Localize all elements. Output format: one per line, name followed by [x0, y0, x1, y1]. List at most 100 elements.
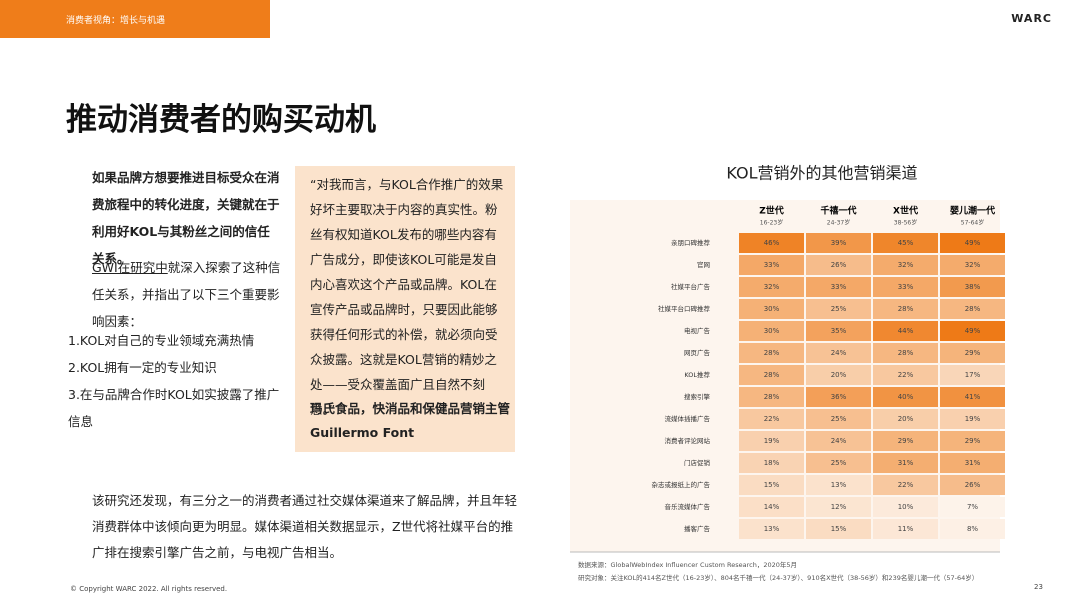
heat-cell: [806, 475, 871, 495]
cell-label: 26%: [831, 261, 847, 269]
heat-cell: [806, 343, 871, 363]
cell-label: 24%: [831, 437, 847, 445]
column-header: 婴儿潮一代: [950, 205, 995, 217]
heat-cell: [873, 475, 938, 495]
cell-label: 39%: [831, 239, 847, 247]
cell-label: 41%: [965, 393, 981, 401]
cell-label: 33%: [898, 283, 914, 291]
paragraph: 该研究还发现，有三分之一的消费者通过社交媒体渠道来了解品牌，并且年轻消费群体中该…: [92, 493, 518, 560]
intro: 如果品牌方想要推进目标受众在消费旅程中的转化进度，关键就在于利用好KOL与其粉丝…: [92, 170, 280, 266]
heat-cell: [940, 233, 1005, 253]
column-subheader: 24-37岁: [827, 219, 850, 227]
brand: WARC: [1011, 12, 1052, 25]
cell-label: 35%: [831, 327, 847, 335]
cell-label: 45%: [898, 239, 914, 247]
row-label: 网页广告: [684, 348, 711, 357]
heat-cell: [873, 409, 938, 429]
heat-cell: [873, 255, 938, 275]
heat-cell: [806, 519, 871, 539]
heat-cell: [873, 277, 938, 297]
heat-cell: [806, 497, 871, 517]
chart: KOL营销外的其他营销渠道 Z世代 16-23岁 千禧一代 24-37岁 X世代 38-5…: [570, 164, 1005, 582]
column-header: 千禧一代: [820, 205, 856, 217]
page-title: 推动消费者的购买动机: [66, 102, 376, 138]
column-header: Z世代: [759, 205, 784, 217]
top-bar: [0, 0, 270, 38]
quote-person: Guillermo Font: [310, 425, 415, 440]
cell-label: 7%: [967, 503, 978, 511]
heat-cell: [806, 387, 871, 407]
cell-label: 17%: [965, 371, 981, 379]
heat-cell: [806, 321, 871, 341]
cell-label: 26%: [965, 481, 981, 489]
heat-cell: [739, 387, 804, 407]
column-header: X世代: [893, 205, 918, 217]
cell-label: 49%: [965, 327, 981, 335]
heat-cell: [940, 343, 1005, 363]
heat-cell: [806, 431, 871, 451]
heat-cell: [806, 233, 871, 253]
heat-cell: [940, 255, 1005, 275]
link[interactable]: GWI在研究中: [92, 260, 168, 275]
cell-label: 8%: [967, 525, 978, 533]
heat-cell: [739, 321, 804, 341]
row-label: 搜索引擎: [684, 392, 711, 401]
cell-label: 14%: [764, 503, 780, 511]
cell-label: 38%: [965, 283, 981, 291]
heat-cell: [873, 365, 938, 385]
heat-cell: [739, 497, 804, 517]
heat-cell: [940, 387, 1005, 407]
cell-label: 20%: [898, 415, 914, 423]
cell-label: 29%: [965, 349, 981, 357]
heat-cell: [940, 299, 1005, 319]
row-label: 消费者评论网站: [665, 436, 711, 445]
cell-label: 44%: [898, 327, 914, 335]
cell-label: 25%: [831, 459, 847, 467]
row-label: 社媒平台广告: [671, 282, 711, 291]
cell-label: 33%: [831, 283, 847, 291]
heat-cell: [739, 277, 804, 297]
heat-cell: [940, 431, 1005, 451]
cell-label: 32%: [764, 283, 780, 291]
heat-cell: [806, 453, 871, 473]
cell-label: 40%: [898, 393, 914, 401]
cell-label: 32%: [965, 261, 981, 269]
cell-label: 24%: [831, 349, 847, 357]
heat-cell: [873, 453, 938, 473]
heat-cell: [940, 321, 1005, 341]
row-label: 音乐流媒体广告: [665, 502, 711, 511]
cell-label: 25%: [831, 415, 847, 423]
cell-label: 19%: [764, 437, 780, 445]
heat-cell: [940, 497, 1005, 517]
cell-label: 46%: [764, 239, 780, 247]
cell-label: 10%: [898, 503, 914, 511]
cell-label: 25%: [831, 305, 847, 313]
cell-label: 29%: [965, 437, 981, 445]
text: 就深入探索了这种信任关系，并指出了以下三个重要影响因素：: [92, 260, 281, 329]
cell-label: 30%: [764, 305, 780, 313]
chart-title: KOL营销外的其他营销渠道: [726, 164, 917, 183]
quote-role: 玛氏食品，快消品和保健品营销主管: [310, 401, 511, 416]
cell-label: 29%: [898, 437, 914, 445]
heat-cell: [806, 255, 871, 275]
cell-label: 13%: [831, 481, 847, 489]
copyright: © Copyright WARC 2022. All rights reserv…: [70, 585, 228, 593]
heat-cell: [739, 299, 804, 319]
cell-label: 12%: [831, 503, 847, 511]
heat-cell: [739, 233, 804, 253]
cell-label: 28%: [764, 371, 780, 379]
heat-cell: [873, 431, 938, 451]
cell-label: 18%: [764, 459, 780, 467]
paragraph: GWI在研究中就深入探索了这种信任关系，并指出了以下三个重要影响因素：: [92, 254, 282, 335]
cell-label: 31%: [898, 459, 914, 467]
heat-cell: [739, 453, 804, 473]
row-label: 社媒平台口碑推荐: [658, 304, 711, 313]
list-item: 1.KOL对自己的专业领域充满热情: [68, 333, 255, 348]
row-label: 杂志或报纸上的广告: [652, 480, 711, 489]
heat-cell: [873, 321, 938, 341]
cell-label: 22%: [764, 415, 780, 423]
source: 数据来源：GlobalWebIndex Influencer Custom Re…: [578, 560, 797, 569]
heat-cell: [806, 409, 871, 429]
heat-cell: [739, 343, 804, 363]
cell-label: 31%: [965, 459, 981, 467]
